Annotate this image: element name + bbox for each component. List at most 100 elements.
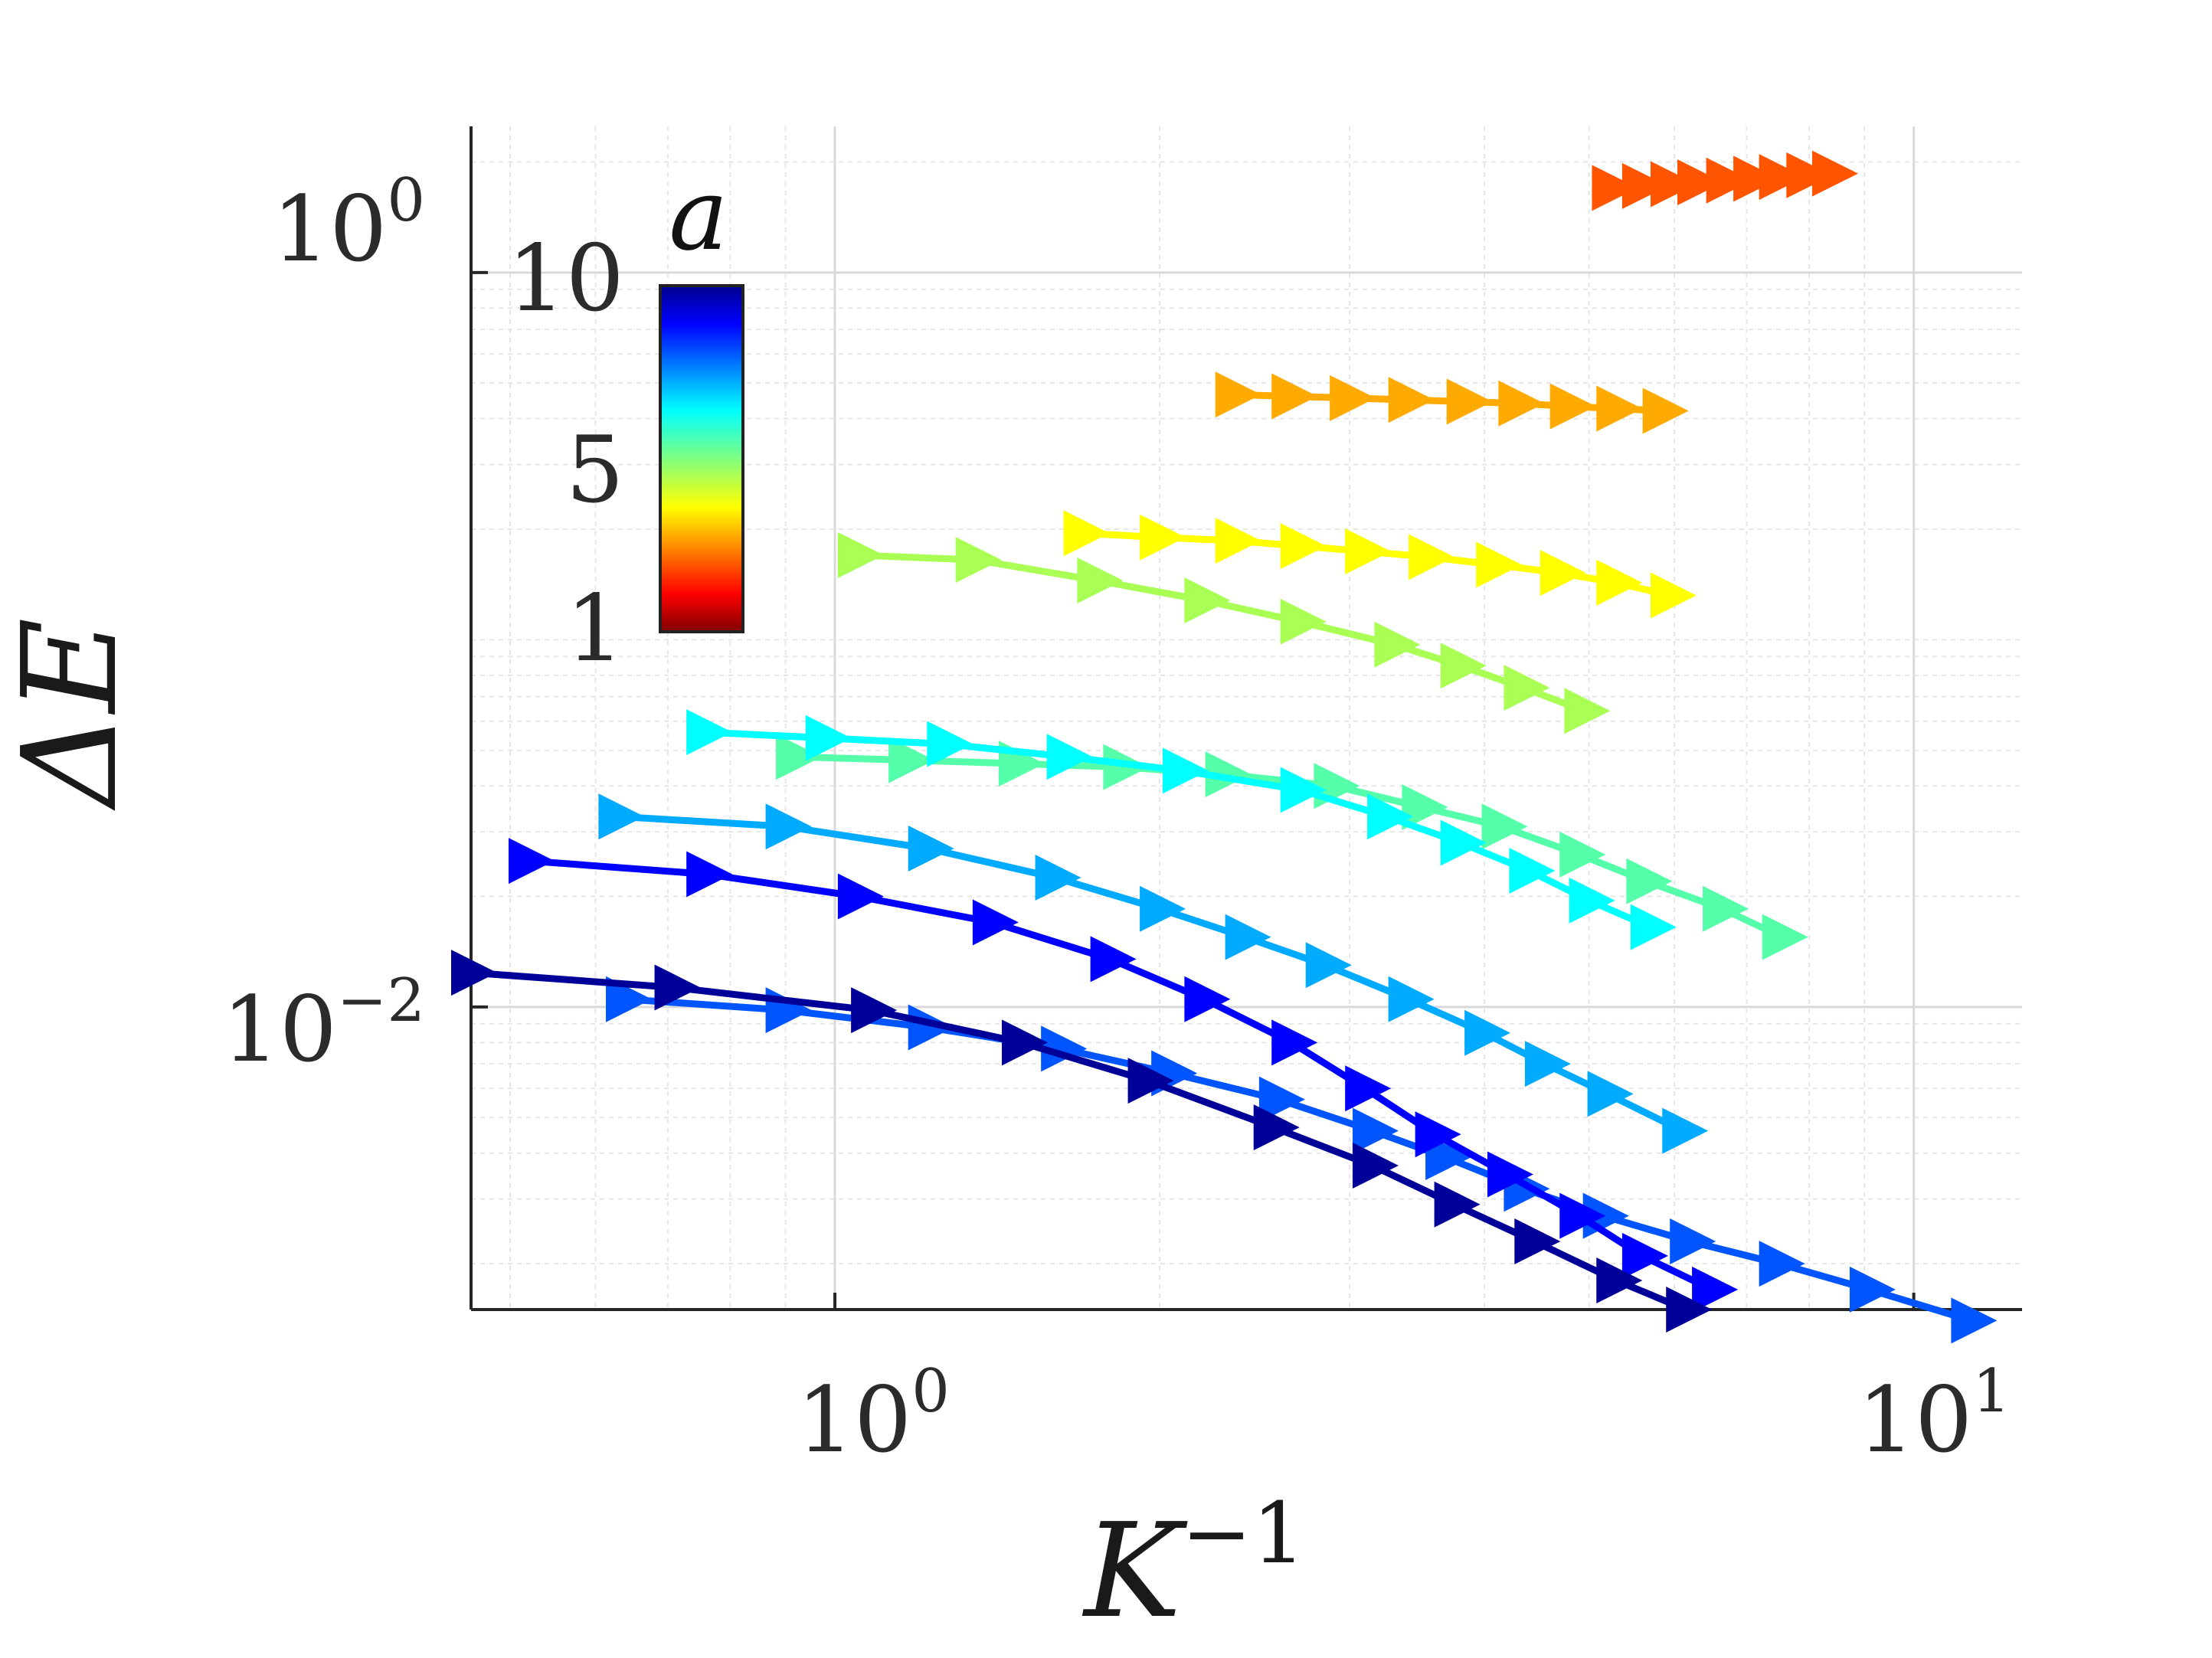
data-point <box>606 976 653 1022</box>
data-point <box>1374 621 1421 668</box>
data-point <box>908 1004 954 1051</box>
data-point <box>1651 161 1697 208</box>
data-point <box>1596 385 1643 432</box>
axes <box>470 126 2022 1311</box>
data-point <box>1305 942 1352 989</box>
data-point <box>1205 751 1252 798</box>
data-point <box>1345 1065 1392 1112</box>
data-point <box>1849 1266 1896 1313</box>
data-point <box>1215 518 1261 564</box>
y-axis-label: ΔE <box>0 618 146 812</box>
data-point <box>1692 1266 1739 1313</box>
data-point <box>1402 784 1448 831</box>
data-point <box>776 734 823 780</box>
data-point <box>1258 1076 1305 1123</box>
data-point <box>1481 803 1528 850</box>
data-point <box>1759 1241 1805 1287</box>
data-point <box>1127 1058 1174 1104</box>
data-point <box>888 737 935 783</box>
data-point <box>765 803 812 850</box>
data-point <box>1670 1218 1716 1264</box>
data-point <box>1090 936 1137 983</box>
series-line <box>857 551 1586 715</box>
data-point <box>1415 1111 1461 1158</box>
svg-text:100: 100 <box>797 1357 950 1473</box>
x-tick-label-1: 100 <box>797 1357 950 1473</box>
data-point <box>1540 550 1586 597</box>
data-point <box>1063 510 1110 557</box>
series-a-10 <box>451 950 1713 1333</box>
x-tick-label-10: 101 <box>1857 1357 2011 1473</box>
data-point <box>1630 904 1677 950</box>
data-point <box>686 851 733 898</box>
svg-text:10−2: 10−2 <box>222 966 425 1082</box>
series-a-3 <box>1215 371 1689 434</box>
data-point <box>1367 793 1414 840</box>
data-point <box>1786 152 1833 198</box>
series-a-9.5 <box>509 838 1739 1313</box>
data-point <box>1487 1151 1533 1198</box>
data-point <box>1733 155 1780 202</box>
data-point <box>1434 1181 1481 1228</box>
data-point <box>1184 577 1231 623</box>
data-point <box>1215 371 1261 418</box>
data-point <box>1559 1192 1606 1239</box>
data-point <box>955 537 1002 584</box>
data-point <box>1706 157 1752 204</box>
data-point <box>654 964 701 1011</box>
data-point <box>1621 162 1668 209</box>
series-a-2 <box>1592 150 1858 211</box>
data-point <box>1651 572 1697 619</box>
data-point <box>1440 643 1487 689</box>
data-point <box>1345 528 1392 575</box>
colorbar-gradient <box>659 284 744 633</box>
colorbar-tick-5: 5 <box>566 417 624 524</box>
data-point <box>1464 1009 1511 1056</box>
data-point <box>1001 1019 1048 1066</box>
data-point <box>1596 1257 1643 1304</box>
series-a-6 <box>776 734 1808 960</box>
colorbar-label: a <box>669 156 728 273</box>
series-a-9 <box>606 976 1998 1344</box>
data-point <box>1440 819 1487 866</box>
x-axis-label: K−1 <box>1081 1484 1305 1647</box>
data-point <box>1811 150 1858 197</box>
series-a-7 <box>686 709 1677 950</box>
y-tick-label-0.01: 10−2 <box>222 966 425 1082</box>
svg-text:101: 101 <box>1857 1357 2011 1473</box>
series-a-4 <box>1063 510 1697 619</box>
data-point <box>1476 541 1523 588</box>
data-point <box>1388 976 1435 1022</box>
colorbar-tick-1: 1 <box>566 576 624 682</box>
series-a-8 <box>598 793 1709 1154</box>
data-point <box>837 873 884 920</box>
data-point <box>1498 380 1545 427</box>
data-point <box>1271 1019 1318 1066</box>
data-point <box>927 721 973 767</box>
data-point <box>1621 1232 1668 1279</box>
data-point <box>598 793 645 840</box>
data-point <box>1662 1107 1709 1154</box>
data-point <box>908 826 954 872</box>
data-point <box>1330 374 1376 421</box>
data-point <box>765 987 812 1034</box>
data-point <box>1280 767 1327 813</box>
data-point <box>1564 688 1611 734</box>
colorbar: a 10 5 1 <box>507 156 744 682</box>
colorbar-tick-10: 10 <box>507 226 624 332</box>
data-point <box>1592 165 1638 211</box>
data-point <box>509 838 555 885</box>
data-point <box>1225 914 1271 960</box>
data-point <box>972 899 1019 946</box>
data-point <box>1140 885 1186 932</box>
data-point <box>1569 877 1615 924</box>
data-point <box>1666 1287 1713 1333</box>
data-point <box>1559 831 1606 878</box>
data-point <box>805 715 852 761</box>
data-point <box>1514 1218 1561 1264</box>
data-point <box>1762 914 1808 960</box>
data-point <box>1549 383 1596 430</box>
data-point <box>1041 1025 1088 1072</box>
data-point <box>1046 734 1093 780</box>
